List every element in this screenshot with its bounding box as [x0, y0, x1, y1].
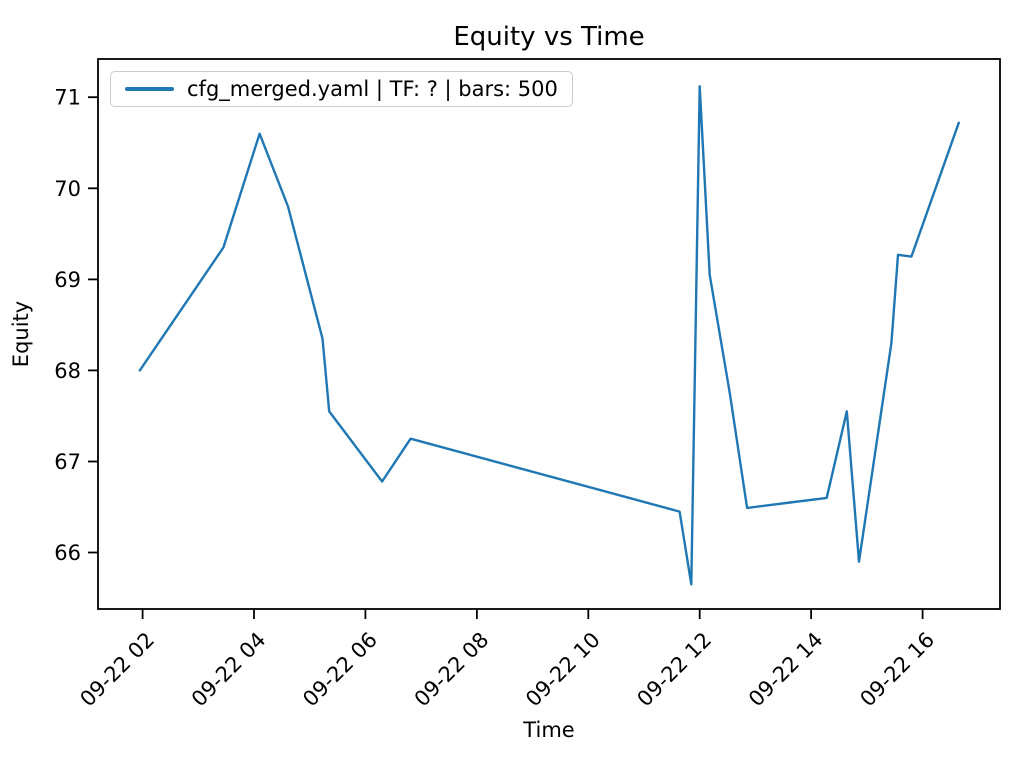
y-tick-label: 70	[54, 177, 81, 201]
axes-frame	[97, 58, 1001, 610]
legend-label: cfg_merged.yaml | TF: ? | bars: 500	[187, 77, 558, 101]
x-axis-label: Time	[523, 718, 575, 742]
x-tick-label: 09-22 08	[410, 628, 494, 712]
chart-title: Equity vs Time	[453, 22, 645, 52]
x-tick-label: 09-22 02	[75, 628, 159, 712]
equity-line	[138, 85, 960, 586]
y-tick-label: 71	[54, 86, 81, 110]
x-tick-label: 09-22 14	[744, 628, 828, 712]
y-tick-label: 68	[54, 359, 81, 383]
x-tick-label: 09-22 16	[855, 628, 939, 712]
legend: cfg_merged.yaml | TF: ? | bars: 500	[110, 71, 573, 107]
x-tick-label: 09-22 10	[521, 628, 605, 712]
y-tick-label: 69	[54, 268, 81, 292]
legend-line-sample	[125, 87, 174, 91]
y-tick-label: 66	[54, 541, 81, 565]
x-tick-label: 09-22 04	[187, 628, 271, 712]
y-tick-label: 67	[54, 450, 81, 474]
x-tick-label: 09-22 12	[632, 628, 716, 712]
x-tick-label: 09-22 06	[298, 628, 382, 712]
